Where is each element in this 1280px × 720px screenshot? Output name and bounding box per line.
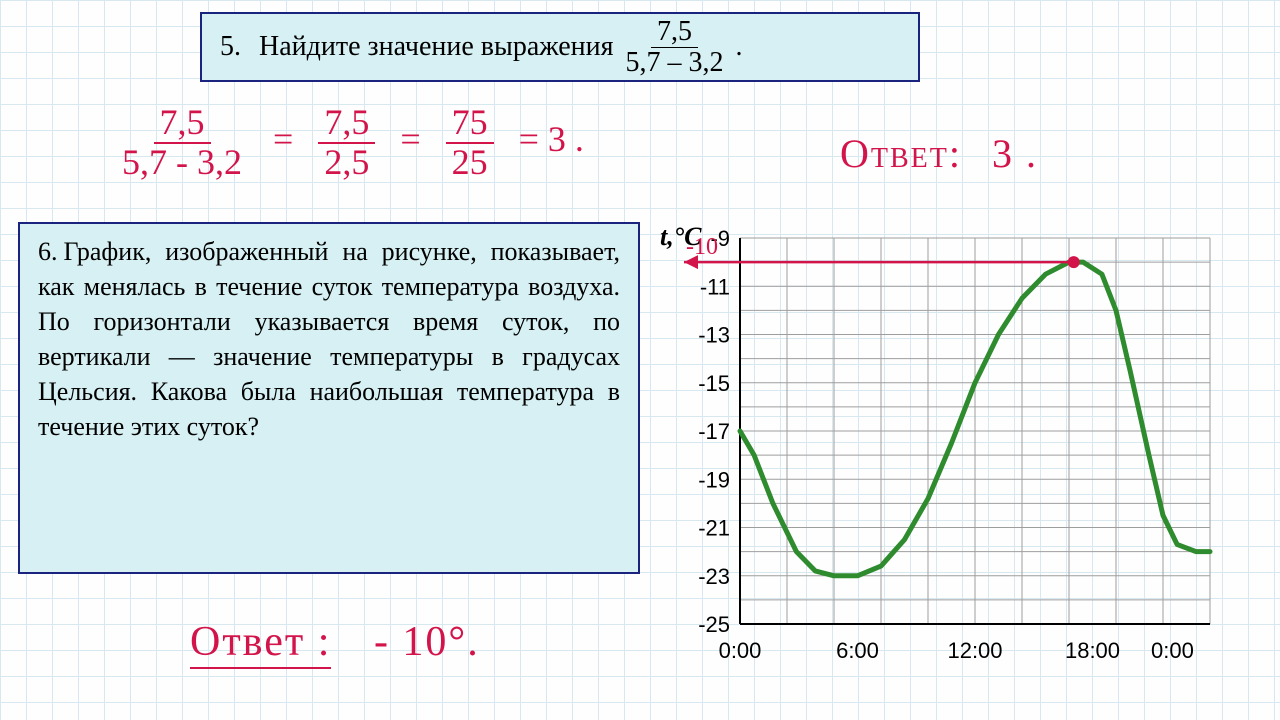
problem-6-answer: Ответ : - 10°. — [190, 618, 480, 666]
svg-text:6:00: 6:00 — [836, 638, 879, 663]
problem-5-number: 5. — [220, 31, 241, 63]
chart-svg: -9-11-13-15-17-19-21-23-250:006:0012:001… — [660, 222, 1220, 692]
svg-text:0:00: 0:00 — [719, 638, 762, 663]
svg-text:-10: -10 — [686, 234, 718, 260]
svg-text:18:00: 18:00 — [1065, 638, 1120, 663]
svg-text:-15: -15 — [698, 371, 730, 396]
temperature-chart: t,°C -9-11-13-15-17-19-21-23-250:006:001… — [660, 222, 1220, 692]
work-fraction-2: 7,5 2,5 — [318, 104, 375, 182]
problem-6-number: 6. — [38, 234, 58, 269]
svg-text:-25: -25 — [698, 612, 730, 637]
svg-text:-21: -21 — [698, 516, 730, 541]
svg-text:-17: -17 — [698, 419, 730, 444]
problem-5-text: Найдите значение выражения — [259, 31, 614, 63]
svg-text:-19: -19 — [698, 467, 730, 492]
svg-text:-13: -13 — [698, 323, 730, 348]
work-fraction-1: 7,5 5,7 - 3,2 — [116, 104, 248, 182]
work-fraction-3: 75 25 — [446, 104, 494, 182]
problem-5-work: 7,5 5,7 - 3,2 = 7,5 2,5 = 75 25 = 3 . — [110, 104, 810, 182]
svg-text:-23: -23 — [698, 564, 730, 589]
problem-5-box: 5. Найдите значение выражения 7,5 5,7 – … — [200, 12, 920, 82]
problem-6-text: График, изображенный на рисунке, показыв… — [38, 237, 620, 441]
svg-text:0:00: 0:00 — [1151, 638, 1194, 663]
svg-text:-11: -11 — [700, 274, 730, 299]
problem-5-answer: Ответ: 3 . — [840, 130, 1038, 177]
problem-5-fraction: 7,5 5,7 – 3,2 — [620, 17, 730, 77]
svg-text:12:00: 12:00 — [947, 638, 1002, 663]
problem-6-box: 6. График, изображенный на рисунке, пока… — [18, 222, 640, 574]
